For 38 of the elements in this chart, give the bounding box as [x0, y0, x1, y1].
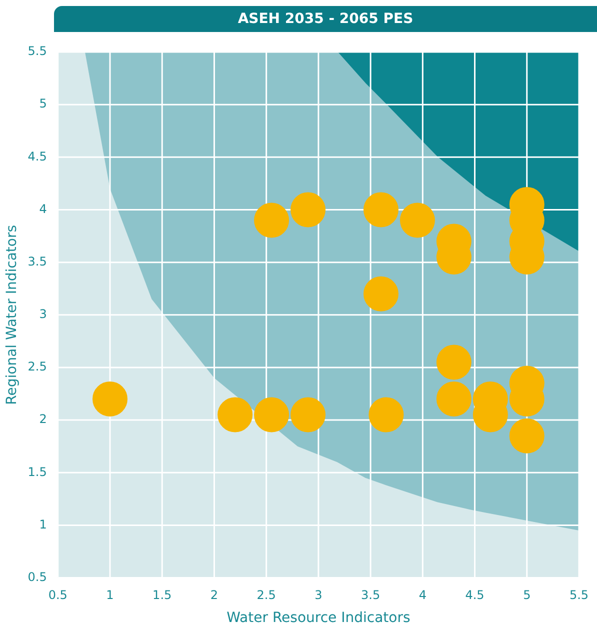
point — [436, 382, 472, 417]
point — [290, 397, 326, 432]
chart-title: ASEH 2035 - 2065 PES — [54, 6, 597, 32]
point — [363, 192, 398, 228]
point — [254, 397, 290, 432]
y-axis-title: Regional Water Indicators — [4, 224, 20, 405]
y-tick-label: 4 — [39, 202, 47, 216]
y-tick-label: 3.5 — [28, 254, 47, 268]
point — [509, 418, 544, 454]
point — [92, 382, 128, 417]
x-tick-label: 2.5 — [256, 588, 276, 602]
x-tick-label: 4 — [418, 588, 426, 602]
x-tick-label: 0.5 — [48, 588, 68, 602]
point — [218, 397, 253, 432]
point — [436, 344, 472, 380]
x-tick-label: 2 — [210, 588, 218, 602]
x-tick-label: 1 — [106, 588, 114, 602]
y-tick-label: 1 — [39, 517, 47, 532]
point — [400, 202, 435, 238]
x-tick-label: 5.5 — [569, 588, 589, 602]
y-tick-label: 2 — [39, 412, 47, 426]
x-tick-label: 1.5 — [152, 588, 172, 602]
y-tick-label: 5 — [39, 96, 47, 111]
y-tick-label: 2.5 — [28, 360, 47, 374]
point — [254, 202, 290, 238]
y-tick-label: 0.5 — [28, 570, 47, 584]
x-tick-label: 3 — [314, 588, 322, 602]
x-tick-label: 3.5 — [361, 588, 380, 602]
point — [290, 192, 326, 228]
x-tick-label: 4.5 — [465, 588, 484, 602]
y-tick-label: 4.5 — [28, 149, 47, 164]
y-tick-label: 3 — [39, 307, 47, 322]
y-tick-label: 1.5 — [28, 464, 47, 479]
x-axis-title: Water Resource Indicators — [226, 610, 410, 626]
point — [368, 397, 404, 432]
point — [363, 276, 398, 312]
y-tick-label: 5.5 — [28, 44, 47, 58]
x-tick-label: 5 — [523, 588, 531, 602]
